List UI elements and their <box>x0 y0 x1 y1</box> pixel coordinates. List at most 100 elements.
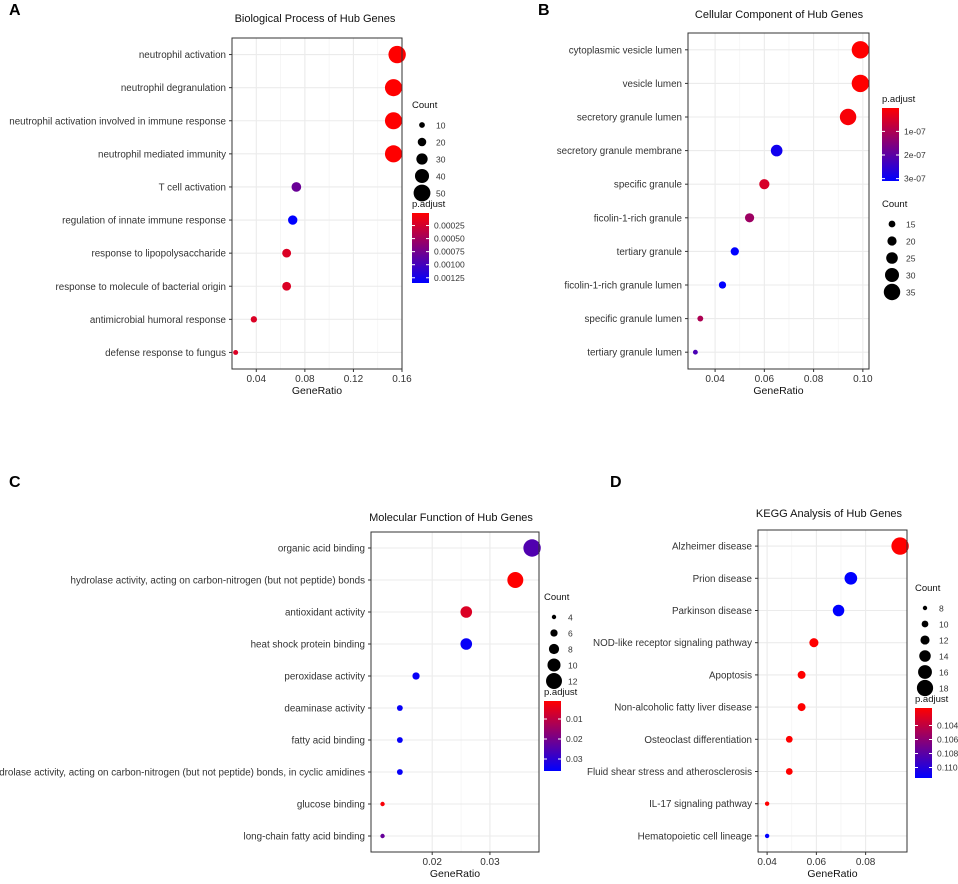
data-point <box>384 79 403 97</box>
data-point <box>797 670 806 679</box>
size-legend-key <box>887 236 897 246</box>
data-point <box>288 215 298 225</box>
y-tick-label: peroxidase activity <box>284 672 365 683</box>
y-tick-label: T cell activation <box>159 182 226 193</box>
y-tick-label: secretory granule membrane <box>557 146 683 157</box>
chart-title: Cellular Component of Hub Genes <box>695 9 864 21</box>
x-tick-label: 0.08 <box>856 857 876 868</box>
data-point <box>764 801 770 806</box>
size-legend-label: 4 <box>568 613 573 623</box>
y-tick-label: ficolin-1-rich granule lumen <box>564 281 682 292</box>
data-point <box>412 672 420 680</box>
color-legend-label: 0.03 <box>566 754 583 764</box>
size-legend-label: 30 <box>436 155 446 165</box>
plot-area <box>758 530 907 852</box>
color-legend-bar <box>412 213 429 283</box>
data-point <box>523 539 541 557</box>
y-tick-label: Alzheimer disease <box>672 542 753 553</box>
data-point <box>851 74 870 93</box>
y-tick-label: specific granule <box>614 180 683 191</box>
y-tick-label: response to molecule of bacterial origin <box>56 282 226 293</box>
size-legend-title: Count <box>882 199 908 210</box>
data-point <box>839 108 857 126</box>
data-point <box>797 703 806 712</box>
plot-border <box>370 531 540 853</box>
size-legend-label: 30 <box>906 271 916 281</box>
data-point <box>744 213 755 223</box>
color-legend-label: 0.108 <box>937 749 958 759</box>
y-tick-label: specific granule lumen <box>585 314 682 325</box>
size-legend-label: 25 <box>906 254 916 264</box>
y-tick-label: Parkinson disease <box>672 606 753 617</box>
size-legend-label: 15 <box>906 220 916 230</box>
size-legend-key <box>883 283 901 301</box>
y-tick-label: hydrolase activity, acting on carbon-nit… <box>71 576 366 587</box>
size-legend-label: 12 <box>568 677 578 687</box>
color-legend-label: 0.00100 <box>434 260 465 270</box>
x-tick-label: 0.02 <box>422 857 442 868</box>
chart-title: Molecular Function of Hub Genes <box>369 512 533 524</box>
size-legend-key <box>419 122 425 128</box>
y-tick-label: ficolin-1-rich granule <box>594 213 683 224</box>
color-legend-title: p.adjust <box>544 687 578 698</box>
y-tick-label: neutrophil degranulation <box>121 83 226 94</box>
y-tick-label: antimicrobial humoral response <box>90 315 227 326</box>
size-legend-label: 50 <box>436 189 446 199</box>
data-point <box>851 41 870 59</box>
y-tick-label: Osteoclast differentiation <box>644 735 752 746</box>
x-tick-label: 0.04 <box>757 857 777 868</box>
data-point <box>785 768 793 775</box>
y-tick-label: neutrophil mediated immunity <box>98 149 226 160</box>
y-tick-label: neutrophil activation involved in immune… <box>9 116 226 127</box>
y-tick-label: Apoptosis <box>709 670 752 681</box>
chart-panel-2: cytoplasmic vesicle lumen vesicle lumen se… <box>557 9 926 397</box>
x-tick-label: 0.06 <box>755 374 775 385</box>
size-legend-label: 10 <box>568 661 578 671</box>
size-legend-key <box>413 184 431 202</box>
y-tick-label: tertiary granule lumen <box>587 348 682 359</box>
data-point <box>507 572 524 588</box>
data-point <box>250 316 258 323</box>
data-point <box>730 247 739 256</box>
data-point <box>396 769 403 775</box>
chart-panel-4: Alzheimer disease Prion disease Parkinson … <box>587 508 958 880</box>
size-legend-label: 20 <box>436 138 446 148</box>
y-tick-label: neutrophil activation <box>139 50 226 61</box>
data-point <box>460 638 473 650</box>
size-legend-label: 16 <box>939 668 949 678</box>
size-legend-label: 14 <box>939 652 949 662</box>
size-legend-key <box>918 665 932 679</box>
data-point <box>764 833 770 839</box>
data-point <box>809 638 819 648</box>
color-legend-title: p.adjust <box>915 694 949 705</box>
size-legend-title: Count <box>544 592 570 603</box>
size-legend-label: 20 <box>906 237 916 247</box>
x-axis-label: GeneRatio <box>292 385 342 397</box>
y-tick-label: cytoplasmic vesicle lumen <box>569 45 682 56</box>
x-tick-label: 0.04 <box>705 374 725 385</box>
data-point <box>718 281 727 289</box>
chart-title: Biological Process of Hub Genes <box>235 13 396 25</box>
color-legend-bar <box>882 108 899 181</box>
x-axis-label: GeneRatio <box>807 868 857 880</box>
y-tick-label: response to lipopolysaccharide <box>91 249 226 260</box>
color-legend-label: 0.110 <box>937 763 958 773</box>
size-legend-label: 8 <box>939 604 944 614</box>
data-point <box>770 144 783 157</box>
color-legend-title: p.adjust <box>412 199 446 210</box>
size-legend-label: 12 <box>939 636 949 646</box>
y-tick-label: Non-alcoholic fatty liver disease <box>614 703 752 714</box>
size-legend-key <box>884 267 900 283</box>
y-tick-label: Hematopoietic cell lineage <box>638 831 753 842</box>
size-legend-label: 35 <box>906 288 916 298</box>
plot-area <box>688 33 869 369</box>
data-point <box>832 604 845 617</box>
size-legend-key <box>550 629 558 637</box>
plot-border <box>687 32 870 370</box>
size-legend-title: Count <box>915 583 941 594</box>
plot-area <box>232 38 402 369</box>
chart-panel-3: organic acid binding hydrolase activity, … <box>0 512 583 880</box>
y-tick-label: organic acid binding <box>278 544 365 555</box>
x-tick-label: 0.08 <box>295 374 315 385</box>
